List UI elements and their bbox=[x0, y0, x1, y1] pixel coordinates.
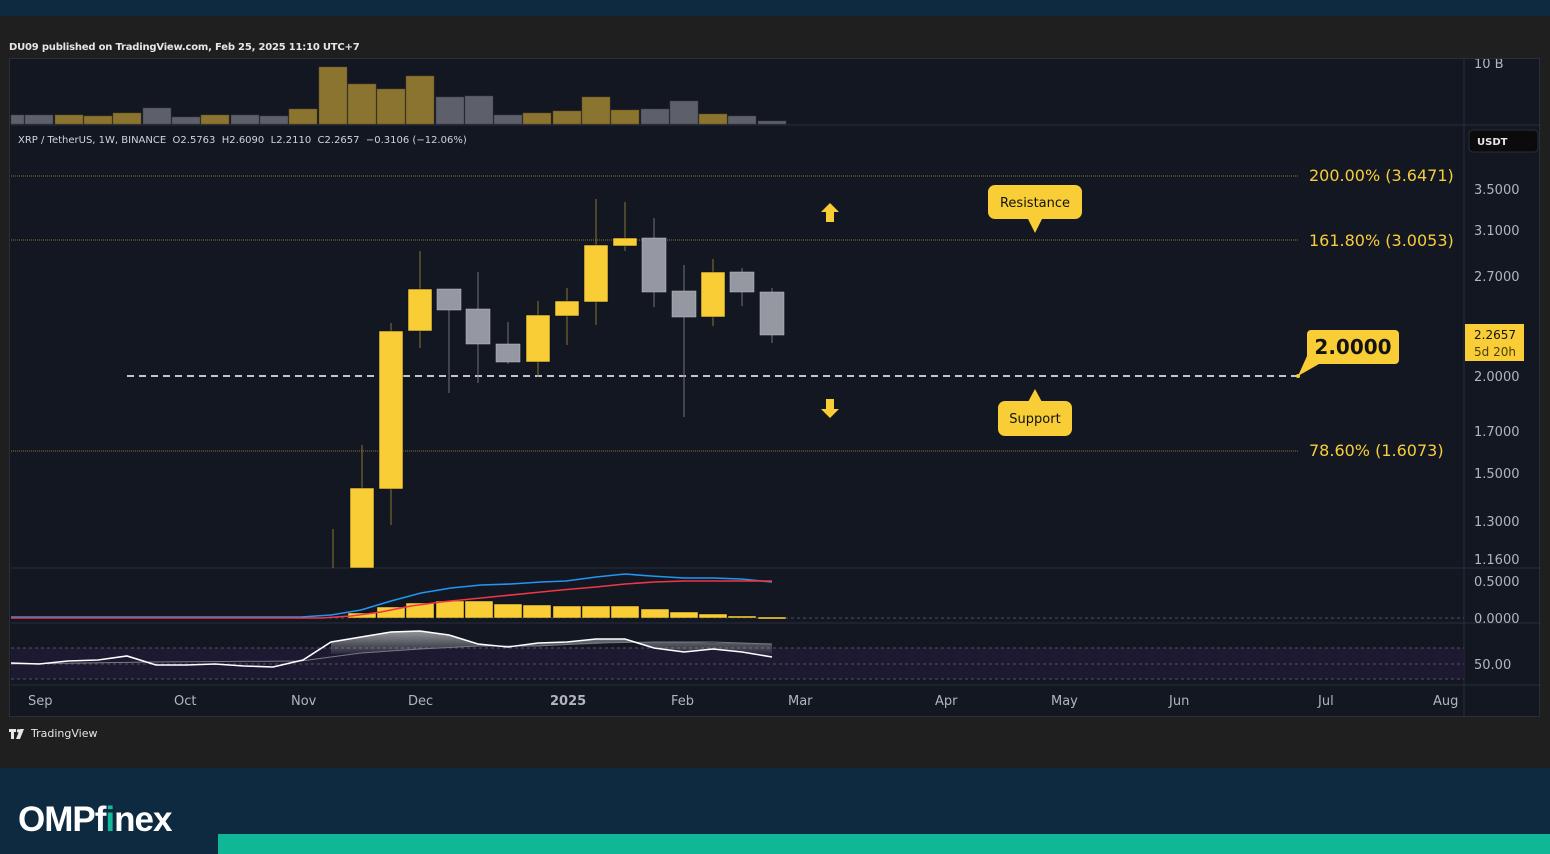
svg-text:2.2657: 2.2657 bbox=[1474, 328, 1516, 342]
svg-text:1.5000: 1.5000 bbox=[1474, 467, 1520, 482]
level-callout[interactable]: 2.0000 bbox=[1298, 330, 1399, 376]
svg-text:Mar: Mar bbox=[788, 694, 813, 709]
svg-text:1.7000: 1.7000 bbox=[1474, 425, 1520, 440]
rsi-pane bbox=[10, 630, 1464, 680]
svg-text:USDT: USDT bbox=[1477, 137, 1508, 148]
volume-bars bbox=[10, 66, 787, 125]
svg-text:May: May bbox=[1051, 694, 1078, 709]
svg-text:0.5000: 0.5000 bbox=[1474, 575, 1520, 590]
svg-text:Dec: Dec bbox=[408, 694, 433, 709]
fib-levels[interactable] bbox=[11, 175, 1298, 452]
svg-text:2.0000: 2.0000 bbox=[1474, 370, 1520, 385]
svg-text:1.1600: 1.1600 bbox=[1474, 553, 1520, 568]
candlesticks bbox=[332, 199, 785, 569]
svg-text:1.3000: 1.3000 bbox=[1474, 515, 1520, 530]
svg-text:Support: Support bbox=[1009, 412, 1060, 427]
svg-text:2025: 2025 bbox=[550, 694, 586, 709]
price-axis[interactable]: 10 B 3.5000 3.1000 2.7000 2.0000 1.7000 … bbox=[1474, 59, 1520, 673]
fib-161-label: 161.80% (3.0053) bbox=[1309, 231, 1454, 250]
svg-text:3.5000: 3.5000 bbox=[1474, 183, 1520, 198]
tradingview-brand[interactable]: TradingView bbox=[9, 727, 97, 740]
top-band bbox=[0, 0, 1550, 16]
current-price-tag: 2.2657 5d 20h bbox=[1465, 324, 1524, 361]
arrow-up-icon bbox=[821, 203, 839, 222]
symbol-info: XRP / TetherUS, 1W, BINANCE O2.5763 H2.6… bbox=[18, 135, 467, 146]
chart-container[interactable]: Resistance Support 2.0000 200.00% (3.647… bbox=[9, 58, 1541, 718]
svg-text:Apr: Apr bbox=[935, 694, 958, 709]
svg-text:Aug: Aug bbox=[1433, 694, 1458, 709]
chart-canvas[interactable]: Resistance Support 2.0000 200.00% (3.647… bbox=[10, 59, 1541, 718]
svg-text:3.1000: 3.1000 bbox=[1474, 224, 1520, 239]
svg-text:Oct: Oct bbox=[174, 694, 196, 709]
svg-text:2.7000: 2.7000 bbox=[1474, 270, 1520, 285]
published-info: DU09 published on TradingView.com, Feb 2… bbox=[9, 42, 360, 53]
svg-text:Feb: Feb bbox=[671, 694, 694, 709]
tradingview-label: TradingView bbox=[31, 727, 98, 740]
support-callout[interactable]: Support bbox=[998, 389, 1072, 436]
arrow-down-icon bbox=[821, 399, 839, 418]
svg-text:Jul: Jul bbox=[1317, 694, 1334, 709]
ompfinex-logo: OMPfinex bbox=[18, 800, 172, 839]
svg-text:10 B: 10 B bbox=[1474, 59, 1504, 72]
svg-text:Resistance: Resistance bbox=[1000, 196, 1070, 211]
svg-text:5d 20h: 5d 20h bbox=[1474, 345, 1516, 359]
macd-pane bbox=[11, 573, 1464, 620]
time-axis[interactable]: Sep Oct Nov Dec 2025 Feb Mar Apr May Jun… bbox=[28, 694, 1458, 709]
tradingview-logo-icon bbox=[9, 728, 24, 739]
fib-200-label: 200.00% (3.6471) bbox=[1309, 166, 1454, 185]
svg-text:Sep: Sep bbox=[28, 694, 53, 709]
currency-button[interactable]: USDT bbox=[1468, 129, 1539, 153]
svg-text:50.00: 50.00 bbox=[1474, 658, 1511, 673]
teal-accent-bar bbox=[218, 834, 1550, 854]
svg-text:2.0000: 2.0000 bbox=[1314, 335, 1391, 359]
svg-text:0.0000: 0.0000 bbox=[1474, 612, 1520, 627]
resistance-callout[interactable]: Resistance bbox=[988, 185, 1082, 233]
svg-text:Jun: Jun bbox=[1168, 694, 1189, 709]
fib-78-label: 78.60% (1.6073) bbox=[1309, 441, 1444, 460]
svg-text:Nov: Nov bbox=[291, 694, 317, 709]
